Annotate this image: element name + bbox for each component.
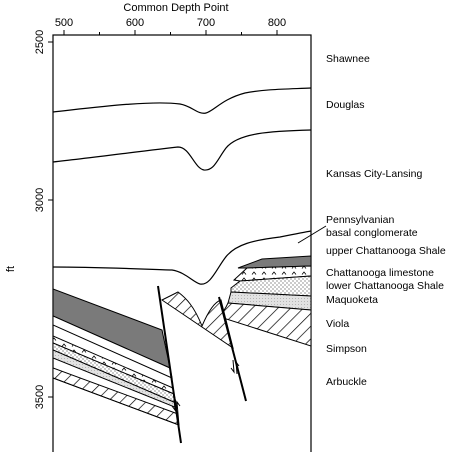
lower-chattanooga-unit — [230, 275, 311, 297]
viola-uplift-block — [161, 291, 234, 350]
pennsylvanian-leader — [297, 225, 327, 244]
x-axis-ticks — [63, 30, 278, 35]
x-tick-label: 600 — [126, 17, 144, 29]
maquoketa-unit — [227, 291, 311, 311]
west-fault-arrows — [171, 397, 181, 415]
douglas-horizon — [53, 87, 311, 114]
label-douglas: Douglas — [326, 99, 365, 111]
label-maquoketa: Maquoketa — [326, 294, 378, 306]
label-shawnee: Shawnee — [326, 53, 370, 65]
label-basal-conglomerate: basal conglomerate — [326, 227, 418, 239]
x-axis-title: Common Depth Point — [123, 2, 228, 14]
y-axis-title: ft — [5, 266, 17, 272]
west-fault — [157, 285, 182, 444]
label-chattanooga-limestone: Chattanooga limestone — [326, 267, 434, 279]
label-pennsylvanian: Pennsylvanian — [326, 214, 394, 226]
label-arbuckle: Arbuckle — [326, 376, 367, 388]
x-tick-label: 800 — [268, 17, 286, 29]
y-axis-ticks — [48, 41, 53, 398]
pennsylvanian-horizon — [53, 230, 311, 285]
simpson-west — [53, 377, 180, 426]
y-tick-label: 3000 — [34, 188, 46, 212]
label-lower-chattanooga: lower Chattanooga Shale — [326, 280, 444, 292]
east-fault-arrows — [230, 359, 240, 375]
x-tick-label: 500 — [55, 17, 73, 29]
east-fault — [218, 296, 247, 402]
upper-chattanooga-unit — [237, 255, 311, 269]
label-viola: Viola — [326, 318, 349, 330]
y-tick-label: 3500 — [34, 385, 46, 409]
label-simpson: Simpson — [326, 343, 367, 355]
y-tick-label: 2500 — [34, 30, 46, 54]
label-kansas-city-lansing: Kansas City-Lansing — [326, 168, 422, 180]
kansas-city-horizon — [53, 129, 311, 171]
x-tick-label: 700 — [197, 17, 215, 29]
label-upper-chattanooga: upper Chattanooga Shale — [326, 245, 446, 257]
